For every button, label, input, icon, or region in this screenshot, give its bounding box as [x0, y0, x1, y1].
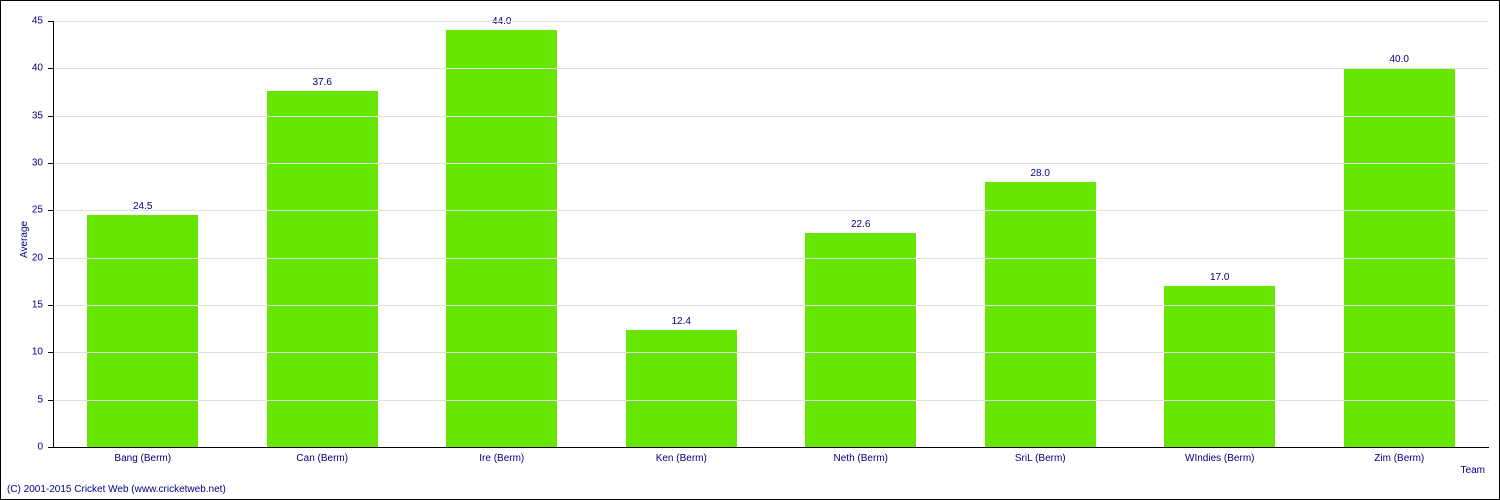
y-tick-label: 10: [32, 347, 43, 358]
x-tick-label: Zim (Berm): [1374, 453, 1424, 464]
gridline: [53, 352, 1489, 353]
y-tick-label: 25: [32, 205, 43, 216]
gridline: [53, 163, 1489, 164]
bar-value-label: 17.0: [1164, 272, 1275, 283]
y-tick-label: 5: [37, 394, 43, 405]
chart-container: 24.5 37.6 44.0 12.4 22.6 28.0 17.0 40.0 0 5 10 15 2…: [0, 0, 1500, 500]
plot-area: 24.5 37.6 44.0 12.4 22.6 28.0 17.0 40.0: [53, 21, 1489, 447]
gridline: [53, 305, 1489, 306]
x-tick-label: SriL (Berm): [1015, 453, 1066, 464]
gridline: [53, 258, 1489, 259]
y-tick-label: 0: [37, 442, 43, 453]
bar: 12.4: [626, 330, 737, 447]
bar-value-label: 40.0: [1344, 54, 1455, 65]
x-tick-label: Bang (Berm): [114, 453, 171, 464]
gridline: [53, 116, 1489, 117]
x-tick-label: WIndies (Berm): [1185, 453, 1254, 464]
bar-value-label: 28.0: [985, 168, 1096, 179]
bar: 24.5: [87, 215, 198, 447]
y-axis-line: [53, 21, 54, 447]
bar-value-label: 12.4: [626, 316, 737, 327]
y-tick-label: 15: [32, 300, 43, 311]
bar: 37.6: [267, 91, 378, 447]
y-tick-label: 40: [32, 63, 43, 74]
x-axis-title: Team: [1461, 465, 1485, 476]
x-tick-label: Can (Berm): [296, 453, 348, 464]
y-tick-label: 35: [32, 110, 43, 121]
bar: 17.0: [1164, 286, 1275, 447]
y-tick-label: 30: [32, 158, 43, 169]
x-tick-label: Ken (Berm): [656, 453, 707, 464]
bar: 44.0: [446, 30, 557, 447]
y-tick-label: 45: [32, 16, 43, 27]
gridline: [53, 210, 1489, 211]
copyright-text: (C) 2001-2015 Cricket Web (www.cricketwe…: [7, 484, 226, 495]
y-axis-title: Average: [19, 221, 30, 258]
bar: 28.0: [985, 182, 1096, 447]
y-tick-label: 20: [32, 252, 43, 263]
bar-value-label: 37.6: [267, 77, 378, 88]
bar-value-label: 22.6: [805, 219, 916, 230]
x-axis-line: [53, 447, 1489, 448]
gridline: [53, 400, 1489, 401]
gridline: [53, 21, 1489, 22]
gridline: [53, 68, 1489, 69]
x-tick-label: Neth (Berm): [834, 453, 888, 464]
x-tick-label: Ire (Berm): [479, 453, 524, 464]
bar: 22.6: [805, 233, 916, 447]
